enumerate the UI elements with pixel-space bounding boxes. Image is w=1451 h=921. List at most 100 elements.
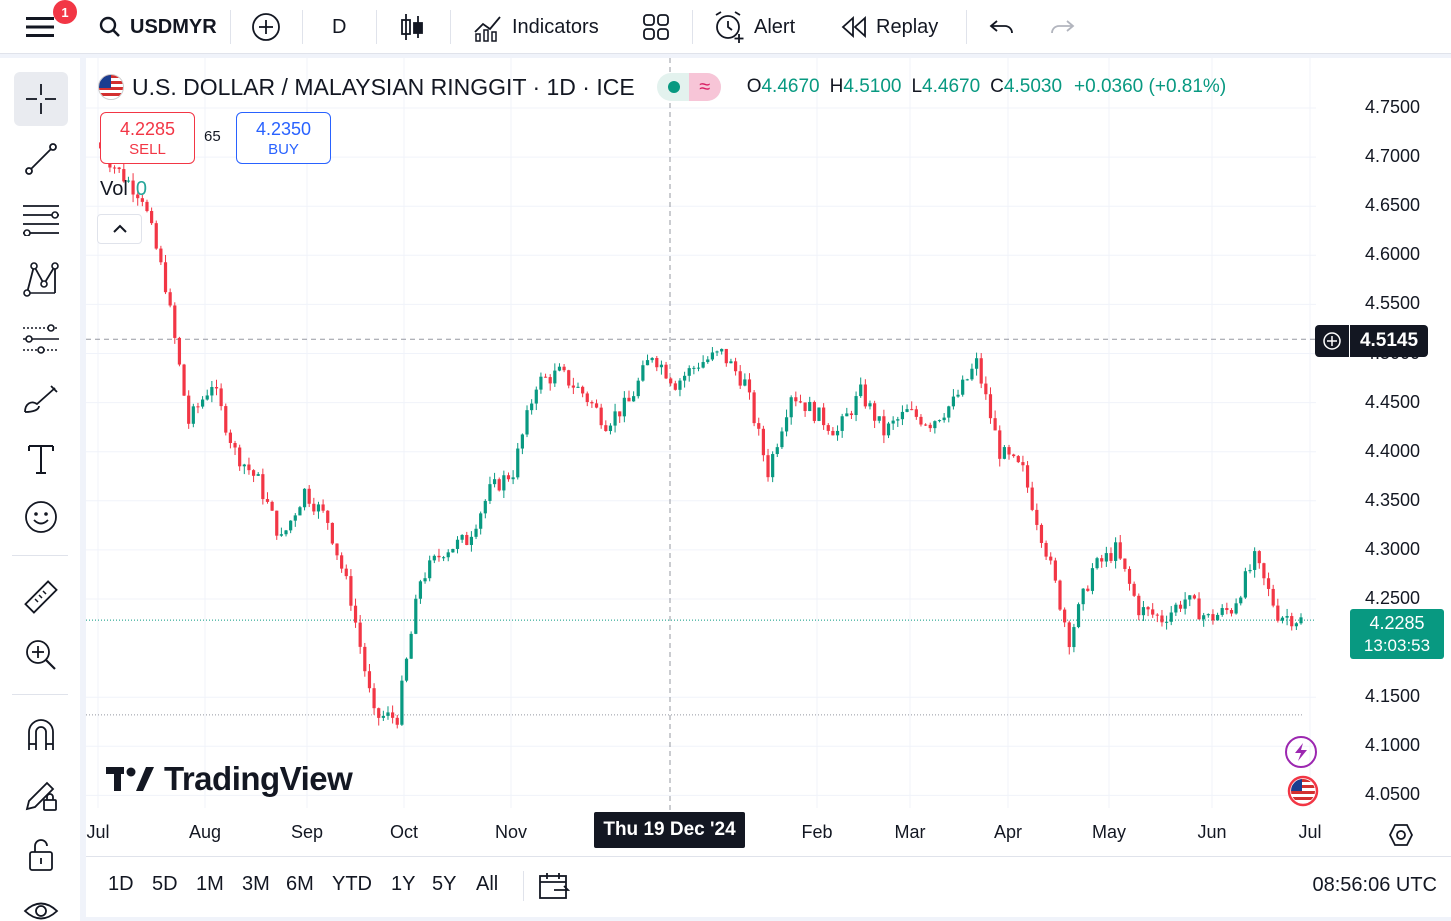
brush-tool[interactable] [14, 372, 68, 426]
zoom-tool[interactable] [14, 628, 68, 682]
candle-down [353, 605, 358, 623]
candle-up [414, 598, 418, 634]
templates-icon [643, 14, 669, 40]
candle-up [483, 500, 487, 514]
magnet-tool[interactable] [14, 708, 68, 762]
range-button-ytd[interactable]: YTD [332, 873, 372, 895]
candle-up [530, 403, 534, 411]
range-button-1m[interactable]: 1M [196, 873, 224, 895]
volume-legend[interactable]: Vol 0 [100, 178, 147, 201]
candle-up [701, 362, 705, 368]
range-button-1y[interactable]: 1Y [391, 873, 416, 895]
indicators-button[interactable]: Indicators [472, 8, 599, 46]
candle-down [1146, 607, 1150, 610]
range-button-1d[interactable]: 1D [108, 873, 134, 895]
candle-up [710, 352, 715, 360]
utc-clock[interactable]: 08:56:06 UTC [1312, 874, 1437, 896]
candle-up [539, 376, 543, 390]
buy-button[interactable]: 4.2350 BUY [236, 112, 331, 164]
candle-up [1104, 553, 1108, 562]
trend-line-tool[interactable] [14, 132, 68, 186]
projection-icon [23, 324, 59, 354]
candle-up [715, 351, 719, 353]
candle-down [1262, 563, 1266, 579]
candle-up [868, 403, 872, 407]
lightning-icon[interactable] [1285, 736, 1317, 768]
candle-down [571, 385, 575, 388]
range-button-all[interactable]: All [476, 873, 499, 895]
candle-up [840, 416, 844, 431]
candle-down [1100, 558, 1104, 562]
price-axis-label: 4.4000 [1365, 440, 1421, 461]
redo-icon [1051, 20, 1075, 34]
candle-up [381, 715, 385, 718]
range-button-6m[interactable]: 6M [286, 873, 314, 895]
price-chart[interactable] [86, 58, 1451, 856]
sell-button[interactable]: 4.2285 SELL [100, 112, 195, 164]
indicators-label: Indicators [512, 15, 599, 38]
date-range-button[interactable] [538, 871, 571, 906]
candle-up [1280, 617, 1285, 621]
alert-button[interactable]: Alert [712, 8, 795, 46]
candle-down [321, 504, 325, 511]
economic-events-flag-icon[interactable] [1283, 774, 1323, 808]
price-axis-label: 4.2500 [1365, 588, 1421, 608]
candle-up [789, 397, 793, 418]
chart-settings-button[interactable] [1388, 823, 1414, 852]
candle-up [854, 396, 858, 416]
candle-down [275, 510, 279, 536]
compare-symbol-button[interactable] [250, 8, 282, 46]
price-axis-label: 4.0500 [1365, 784, 1421, 805]
add-alert-plus-icon[interactable] [1315, 325, 1349, 357]
pattern-tool[interactable] [14, 252, 68, 306]
candle-down [831, 430, 835, 436]
candle-down [150, 211, 154, 224]
chart-type-button[interactable] [398, 8, 426, 46]
candle-up [859, 384, 863, 397]
candle-down [312, 503, 316, 512]
emoji-tool[interactable] [14, 490, 68, 544]
symbol-title[interactable]: U.S. DOLLAR / MALAYSIAN RINGGIT · 1D · I… [132, 73, 635, 100]
forecast-tool[interactable] [14, 312, 68, 366]
candle-down [1012, 454, 1016, 457]
lock-drawing-tool[interactable] [14, 768, 68, 822]
candle-down [117, 167, 121, 170]
candle-up [525, 410, 529, 435]
text-tool[interactable] [14, 432, 68, 486]
menu-button[interactable] [24, 8, 56, 46]
undo-button[interactable] [988, 8, 1016, 46]
candle-down [168, 292, 172, 306]
fib-tool[interactable] [14, 192, 68, 246]
hide-drawings-tool[interactable] [14, 884, 68, 921]
candle-up [1234, 603, 1238, 614]
replay-button[interactable]: Replay [840, 8, 938, 46]
unlock-icon [29, 839, 53, 871]
time-axis-label: Mar [894, 822, 926, 842]
candle-up [706, 359, 710, 363]
candle-up [1206, 614, 1210, 616]
range-button-5d[interactable]: 5D [152, 873, 178, 895]
templates-button[interactable] [642, 8, 670, 46]
market-open-dot [667, 81, 680, 93]
candle-down [794, 397, 798, 402]
collapse-legend-button[interactable] [97, 214, 142, 244]
symbol-search-button[interactable]: USDMYR [98, 8, 217, 46]
crosshair-price-tag[interactable]: 4.5145 [1315, 325, 1428, 357]
candle-down [803, 402, 807, 412]
time-axis-label: Jul [1298, 822, 1322, 842]
lock-all-tool[interactable] [14, 828, 68, 882]
measure-tool[interactable] [14, 570, 68, 624]
candle-down [590, 402, 594, 404]
range-button-5y[interactable]: 5Y [432, 873, 457, 895]
chart-panel[interactable]: U.S. DOLLAR / MALAYSIAN RINGGIT · 1D · I… [86, 58, 1451, 917]
candle-up [877, 416, 881, 421]
interval-button[interactable]: D [332, 8, 346, 46]
candle-down [738, 371, 742, 386]
candle-up [780, 431, 784, 448]
candle-up [386, 712, 390, 716]
candle-down [159, 248, 163, 263]
redo-button[interactable] [1048, 8, 1076, 46]
range-button-3m[interactable]: 3M [242, 873, 270, 895]
crosshair-tool[interactable] [14, 72, 68, 126]
market-status-badge[interactable]: ≈ [656, 73, 721, 101]
